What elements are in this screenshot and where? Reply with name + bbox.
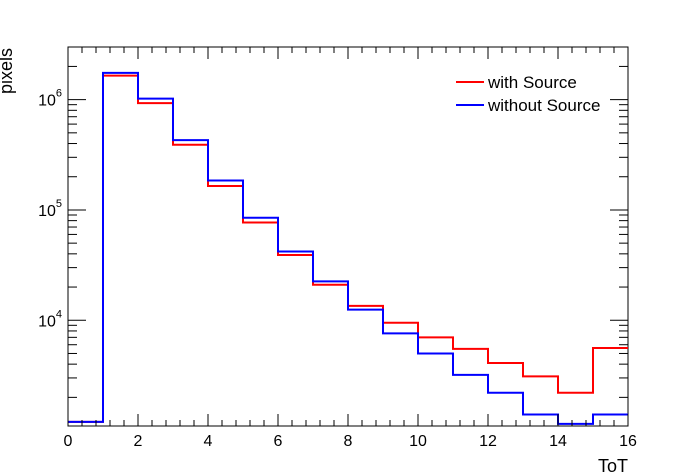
x-tick-label: 16	[619, 433, 637, 450]
legend-label: without Source	[487, 96, 600, 115]
x-tick-label: 10	[409, 433, 427, 450]
y-tick-exponent: 5	[56, 198, 62, 210]
series-line-0	[68, 74, 628, 423]
x-tick-label: 0	[64, 433, 73, 450]
x-tick-label: 8	[344, 433, 353, 450]
x-tick-label: 6	[274, 433, 283, 450]
y-tick-label: 106	[38, 88, 62, 110]
y-axis-title: pixels	[0, 48, 16, 94]
y-tick-base: 10	[38, 93, 56, 110]
y-tick-exponent: 6	[56, 88, 62, 100]
legend-label: with Source	[487, 73, 577, 92]
y-tick-base: 10	[38, 313, 56, 330]
series-layer	[68, 71, 628, 425]
y-tick-label: 104	[38, 308, 62, 330]
y-tick-exponent: 4	[56, 308, 62, 320]
axis-ticks	[67, 46, 629, 426]
x-axis-title: ToT	[598, 456, 628, 474]
series-line-1	[68, 71, 628, 425]
legend: with Source without Source	[456, 73, 600, 115]
y-tick-label: 105	[38, 198, 62, 220]
x-tick-label: 12	[479, 433, 497, 450]
x-tick-label: 14	[549, 433, 567, 450]
y-tick-base: 10	[38, 203, 56, 220]
x-tick-label: 2	[134, 433, 143, 450]
x-tick-label: 4	[204, 433, 213, 450]
